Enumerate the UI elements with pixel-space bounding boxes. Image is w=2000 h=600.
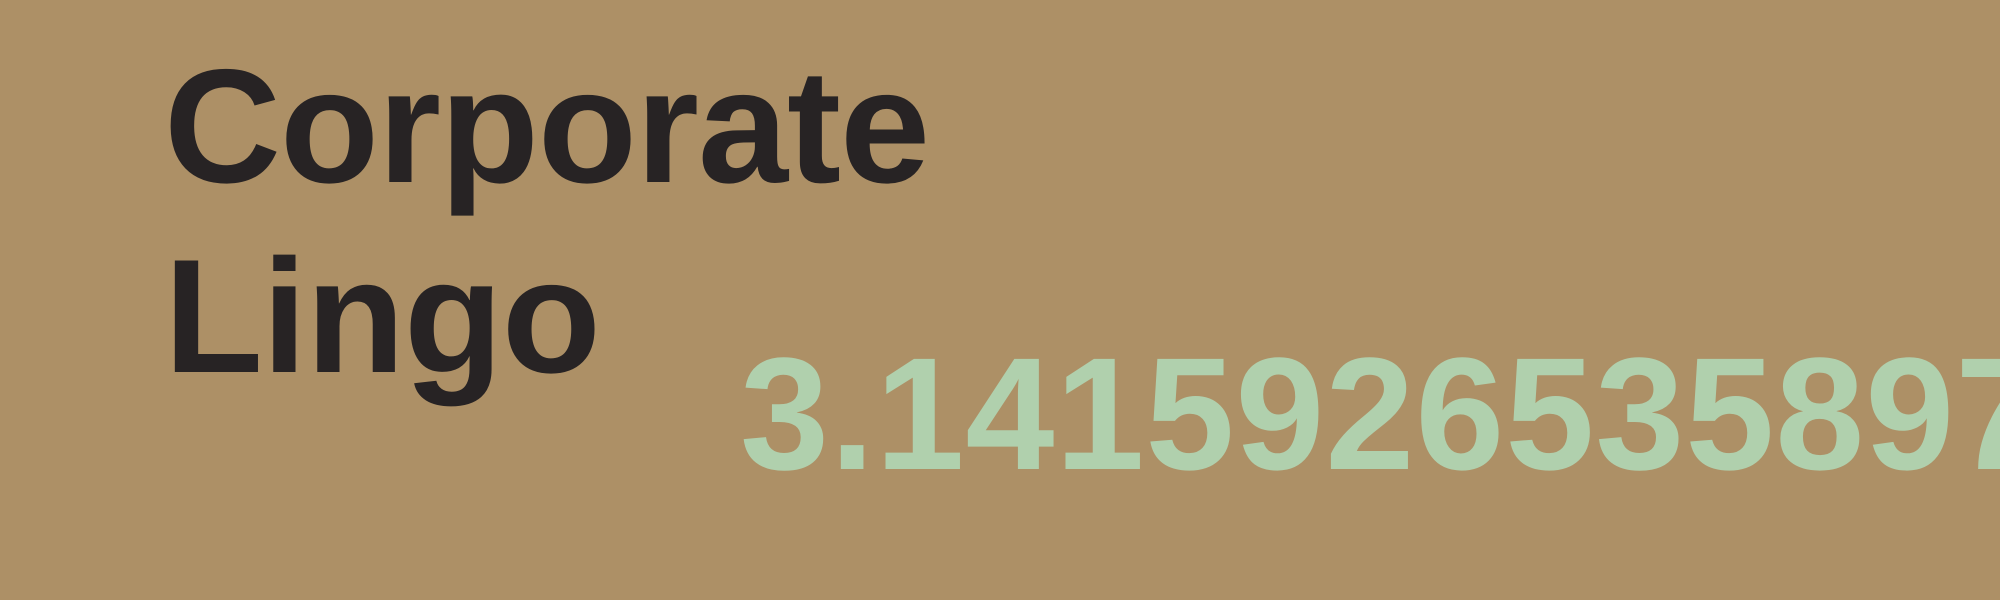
pi-digits-text: 3.141592653589793	[740, 324, 2000, 503]
title-line-lingo: Lingo	[164, 226, 601, 407]
title-line-corporate: Corporate	[164, 36, 930, 217]
